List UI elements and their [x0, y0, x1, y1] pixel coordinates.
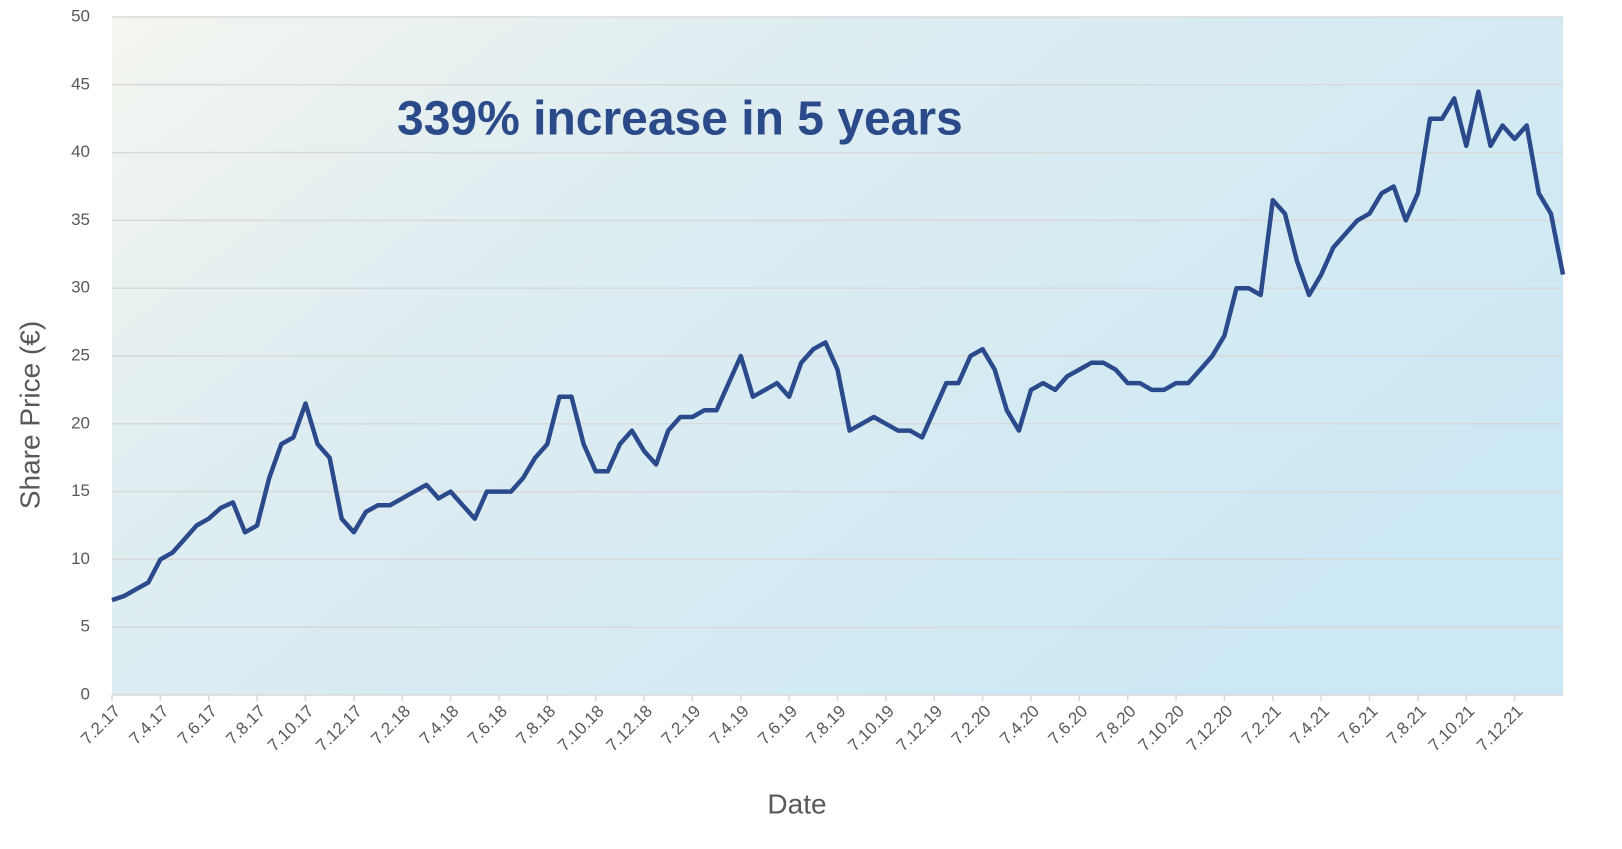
x-tick-label: 7.10.19 [844, 702, 898, 756]
x-tick-label: 7.2.18 [367, 702, 414, 749]
x-tick-label: 7.4.21 [1286, 702, 1333, 749]
x-tick-label: 7.8.18 [512, 702, 559, 749]
x-tick-label: 7.4.19 [706, 702, 753, 749]
y-tick-label: 30 [71, 278, 90, 297]
x-tick-label: 7.6.20 [1044, 702, 1091, 749]
y-tick-label: 5 [81, 617, 90, 636]
y-tick-label: 50 [71, 6, 90, 25]
x-tick-label: 7.6.18 [464, 702, 511, 749]
x-tick-label: 7.2.17 [77, 702, 124, 749]
x-tick-label: 7.2.19 [658, 702, 705, 749]
x-tick-label: 7.10.21 [1425, 702, 1479, 756]
x-tick-label: 7.12.19 [893, 702, 947, 756]
y-tick-label: 35 [71, 210, 90, 229]
x-tick-label: 7.4.18 [416, 702, 463, 749]
x-tick-label: 7.6.21 [1335, 702, 1382, 749]
y-tick-label: 0 [81, 684, 90, 703]
x-axis-title: Date [767, 788, 826, 819]
line [111, 89, 1566, 603]
x-tick-label: 7.8.20 [1093, 702, 1140, 749]
x-tick-label: 7.12.18 [602, 702, 656, 756]
y-tick-label: 10 [71, 549, 90, 568]
x-tick-label: 7.8.17 [222, 702, 269, 749]
x-tick-label: 7.8.19 [803, 702, 850, 749]
y-axis-title: Share Price (€) [14, 321, 45, 509]
x-tick-label: 7.4.20 [996, 702, 1043, 749]
x-tick-label: 7.12.21 [1473, 702, 1527, 756]
y-tick-label: 20 [71, 413, 90, 432]
y-tick-label: 25 [71, 345, 90, 364]
x-tick-label: 7.10.17 [264, 702, 318, 756]
annotation: 339% increase in 5 years [397, 93, 963, 146]
y-tick-label: 40 [71, 142, 90, 161]
x-tick-label: 7.4.17 [126, 702, 173, 749]
x-tick-label: 7.10.20 [1135, 702, 1189, 756]
y-tick-label: 45 [71, 74, 90, 93]
x-tick-label: 7.12.17 [312, 702, 366, 756]
y-tick-label: 15 [71, 481, 90, 500]
x-tick-label: 7.6.17 [174, 702, 221, 749]
x-tick-label: 7.6.19 [754, 702, 801, 749]
x-tick-label: 7.10.18 [554, 702, 608, 756]
x-tick-label: 7.8.21 [1383, 702, 1430, 749]
x-tick-label: 7.2.21 [1238, 702, 1285, 749]
x-tick-label: 7.12.20 [1183, 702, 1237, 756]
x-tick-label: 7.2.20 [948, 702, 995, 749]
